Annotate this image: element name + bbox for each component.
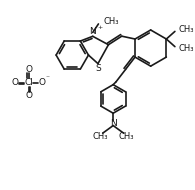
Text: CH₃: CH₃ [92, 132, 108, 142]
Text: CH₃: CH₃ [119, 132, 134, 142]
Text: O: O [25, 65, 32, 74]
Text: O: O [12, 78, 19, 87]
Text: O: O [38, 78, 45, 87]
Text: CH₃: CH₃ [103, 17, 119, 26]
Text: ⁻: ⁻ [46, 74, 50, 83]
Text: +: + [98, 25, 103, 30]
Text: N: N [110, 119, 117, 128]
Text: S: S [95, 64, 101, 73]
Text: N: N [89, 27, 96, 36]
Text: O: O [25, 91, 32, 101]
Text: Cl: Cl [24, 78, 33, 87]
Text: CH₃: CH₃ [179, 44, 194, 53]
Text: CH₃: CH₃ [179, 25, 194, 34]
